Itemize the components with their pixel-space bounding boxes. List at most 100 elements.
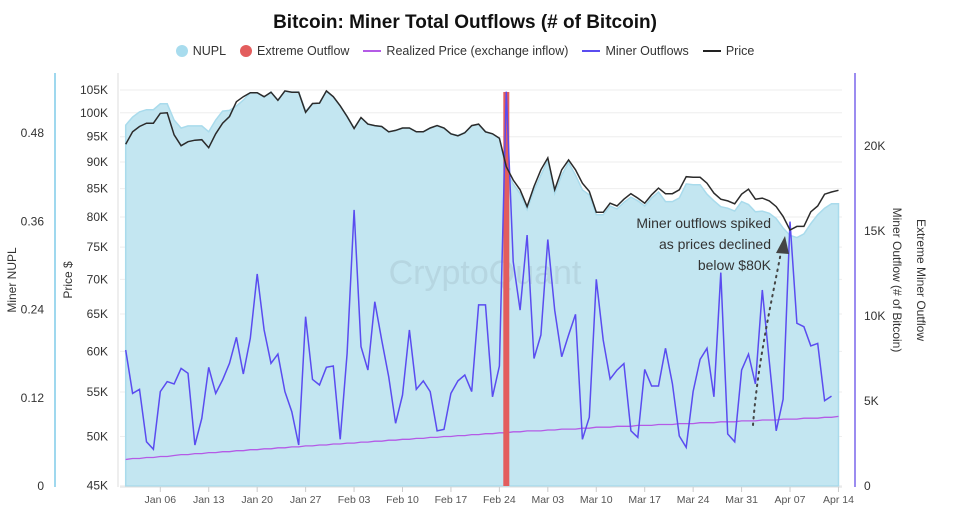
outflow-point (214, 391, 218, 395)
nupl-point (511, 182, 515, 186)
realized-price-point (587, 426, 591, 430)
outflow-point (580, 437, 584, 441)
outflow-point (269, 361, 273, 365)
realized-price-point (407, 437, 411, 441)
x-tick-label: Feb 24 (483, 494, 516, 506)
price-point (767, 199, 771, 203)
nupl-point (124, 123, 128, 127)
outflow-point (546, 238, 550, 242)
outflow-point (186, 371, 190, 375)
realized-price-point (373, 439, 377, 443)
realized-price-point (504, 431, 508, 435)
price-tick-label: 70K (87, 272, 108, 286)
realized-price-point (158, 455, 162, 459)
realized-price-point (670, 422, 674, 426)
nupl-point (304, 109, 308, 113)
price-point (172, 133, 176, 137)
price-point (151, 121, 155, 125)
nupl-point (463, 130, 467, 134)
outflow-point (705, 346, 709, 350)
outflow-point (691, 390, 695, 394)
realized-price-point (359, 440, 363, 444)
realized-price-point (234, 449, 238, 453)
realized-price-point (574, 427, 578, 431)
price-tick-label: 80K (87, 210, 108, 224)
nupl-point (601, 213, 605, 217)
outflow-point (373, 300, 377, 304)
nupl-point (490, 132, 494, 136)
price-point (816, 204, 820, 208)
extreme-outflow-bar (503, 92, 510, 486)
nupl-point (179, 126, 183, 130)
legend-item-price[interactable]: Price (702, 44, 754, 58)
price-point (228, 115, 232, 119)
nupl-point (657, 190, 661, 194)
realized-price-point (144, 455, 148, 459)
nupl-point (228, 108, 232, 112)
x-tick-label: Mar 24 (677, 494, 710, 506)
x-tick-label: Jan 20 (241, 494, 273, 506)
outflow-tick-label: 10K (864, 309, 885, 323)
outflow-point (518, 308, 522, 312)
legend-item-miner-outflows[interactable]: Miner Outflows (582, 44, 689, 58)
nupl-point (587, 193, 591, 197)
nupl-point (830, 202, 834, 206)
realized-price-point (774, 418, 778, 422)
outflow-point (131, 391, 135, 395)
nupl-point (504, 169, 508, 173)
price-point (698, 175, 702, 179)
price-point (504, 165, 508, 169)
realized-price-point (317, 443, 321, 447)
legend-swatch-miner-outflows (582, 50, 601, 52)
outflow-point (470, 390, 474, 394)
realized-price-point (338, 442, 342, 446)
price-point (753, 197, 757, 201)
price-point (574, 168, 578, 172)
realized-price-point (580, 426, 584, 430)
nupl-point (698, 183, 702, 187)
legend: NUPL Extreme Outflow Realized Price (exc… (0, 44, 930, 58)
nupl-point (553, 191, 557, 195)
realized-price-point (442, 434, 446, 438)
x-tick-label: Apr 14 (823, 494, 854, 506)
realized-price-point (186, 453, 190, 457)
realized-price-point (511, 430, 515, 434)
outflow-point (331, 364, 335, 368)
nupl-point (331, 95, 335, 99)
legend-item-realized-price[interactable]: Realized Price (exchange inflow) (363, 44, 568, 58)
realized-price-point (823, 415, 827, 419)
legend-item-nupl[interactable]: NUPL (175, 44, 226, 58)
outflow-point (144, 440, 148, 444)
nupl-point (788, 233, 792, 237)
nupl-point (172, 118, 176, 122)
realized-price-line (125, 415, 839, 461)
realized-price-point (698, 421, 702, 425)
outflow-point (816, 341, 820, 345)
legend-item-extreme-outflow[interactable]: Extreme Outflow (240, 44, 349, 58)
realized-price-point (594, 425, 598, 429)
nupl-point (449, 132, 453, 136)
realized-price-point (165, 455, 169, 459)
realized-price-point (497, 431, 501, 435)
realized-price-point (733, 420, 737, 424)
nupl-point (836, 202, 840, 206)
realized-price-point (684, 422, 688, 426)
nupl-point (421, 130, 425, 134)
outflow-point (352, 208, 356, 212)
realized-price-point (304, 444, 308, 448)
nupl-point (262, 95, 266, 99)
outflow-point (663, 346, 667, 350)
nupl-point (442, 126, 446, 130)
outflow-point (401, 393, 405, 397)
price-point (809, 210, 813, 214)
price-point (144, 121, 148, 125)
price-tick-label: 100K (80, 106, 108, 120)
nupl-point (574, 173, 578, 177)
nupl-point (373, 124, 377, 128)
outflow-point (255, 272, 259, 276)
price-point (234, 100, 238, 104)
outflow-point (414, 387, 418, 391)
price-point (836, 188, 840, 192)
price-point (760, 196, 764, 200)
